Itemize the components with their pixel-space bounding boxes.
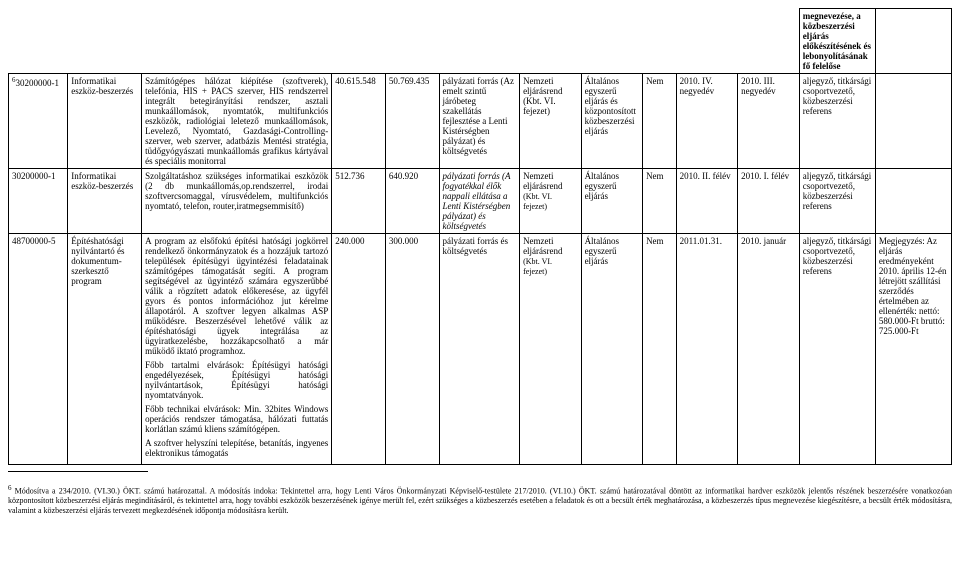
footnote-divider xyxy=(8,471,148,472)
cell-responsible: aljegyző, titkársági csoportvezető, közb… xyxy=(799,169,875,234)
cell-net: 512.736 xyxy=(332,169,386,234)
cell-prep: 2010. január xyxy=(738,234,800,465)
cell-description: Számítógépes hálózat kiépítése (szoftver… xyxy=(142,74,332,169)
cell-note xyxy=(875,169,951,234)
cell-procedure: Általános egyszerű eljárás xyxy=(581,169,643,234)
cell-source: pályázati forrás és költségvetés xyxy=(439,234,520,465)
cell-subject: Informatikai eszköz-beszerzés xyxy=(68,74,142,169)
cell-procedure: Általános egyszerű eljárás és központosí… xyxy=(581,74,643,169)
cell-note: Megjegyzés: Az eljárás eredményeként 201… xyxy=(875,234,951,465)
cell-procedure: Általános egyszerű eljárás xyxy=(581,234,643,465)
header-cell-responsible: megnevezése, a közbeszerzési eljárás elő… xyxy=(799,9,875,74)
table-header-row: megnevezése, a közbeszerzési eljárás elő… xyxy=(9,9,952,74)
cell-responsible: aljegyző, titkársági csoportvezető, közb… xyxy=(799,234,875,465)
cell-code: 630200000-1 xyxy=(9,74,68,169)
cell-gross: 50.769.435 xyxy=(385,74,439,169)
cell-source: pályázati forrás (A fogyatékkal élők nap… xyxy=(439,169,520,234)
cell-gross: 300.000 xyxy=(385,234,439,465)
cell-description: A program az elsőfokú építési hatósági j… xyxy=(142,234,332,465)
cell-regime: Nemzeti eljárásrend(Kbt. VI. fejezet) xyxy=(520,169,582,234)
cell-net: 40.615.548 xyxy=(332,74,386,169)
cell-subject: Építéshatósági nyilvántartó és dokumentu… xyxy=(68,234,142,465)
cell-net: 240.000 xyxy=(332,234,386,465)
footnote: 6 Módosítva a 234/2010. (VI.30.) ÖKT. sz… xyxy=(8,484,952,515)
cell-regime: Nemzeti eljárásrend (Kbt. VI. fejezet) xyxy=(520,74,582,169)
cell-responsible: aljegyző, titkársági csoportvezető, közb… xyxy=(799,74,875,169)
footnote-text: Módosítva a 234/2010. (VI.30.) ÖKT. szám… xyxy=(8,487,952,515)
procurement-table: megnevezése, a közbeszerzési eljárás elő… xyxy=(8,8,952,465)
cell-central: Nem xyxy=(643,74,677,169)
cell-start: 2011.01.31. xyxy=(676,234,738,465)
cell-central: Nem xyxy=(643,169,677,234)
cell-start: 2010. IV. negyedév xyxy=(676,74,738,169)
table-row: 630200000-1 Informatikai eszköz-beszerzé… xyxy=(9,74,952,169)
cell-start: 2010. II. félév xyxy=(676,169,738,234)
cell-gross: 640.920 xyxy=(385,169,439,234)
cell-subject: Informatikai eszköz-beszerzés xyxy=(68,169,142,234)
cell-regime: Nemzeti eljárásrend(Kbt. VI. fejezet) xyxy=(520,234,582,465)
cell-central: Nem xyxy=(643,234,677,465)
table-row: 30200000-1 Informatikai eszköz-beszerzés… xyxy=(9,169,952,234)
cell-prep: 2010. I. félév xyxy=(738,169,800,234)
table-row: 48700000-5 Építéshatósági nyilvántartó é… xyxy=(9,234,952,465)
cell-note xyxy=(875,74,951,169)
cell-description: Szolgáltatáshoz szükséges informatikai e… xyxy=(142,169,332,234)
cell-code: 48700000-5 xyxy=(9,234,68,465)
cell-code: 30200000-1 xyxy=(9,169,68,234)
cell-prep: 2010. III. negyedév xyxy=(738,74,800,169)
cell-source: pályázati forrás (Az emelt szintű járóbe… xyxy=(439,74,520,169)
